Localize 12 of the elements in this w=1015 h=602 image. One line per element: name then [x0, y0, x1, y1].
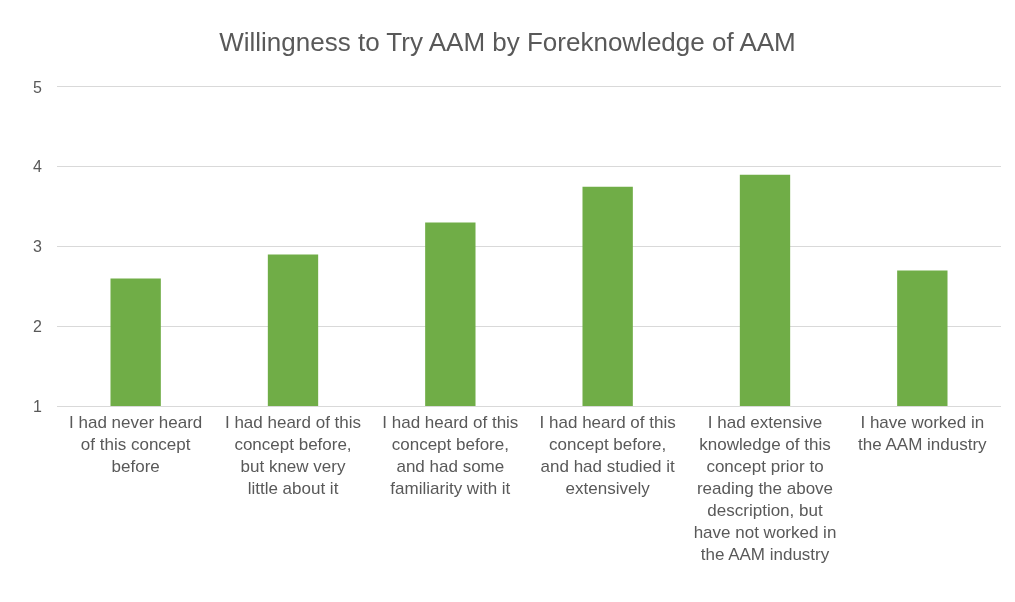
x-tick-label: I had heard of this concept before, and had studied it extensively: [539, 412, 676, 498]
y-tick-label: 3: [33, 238, 43, 256]
x-tick-label: I had never heard of this concept before: [69, 412, 203, 476]
x-tick-label: I had heard of this concept before, and had some familiarity with it: [382, 412, 519, 498]
y-tick-label: 2: [33, 317, 43, 335]
x-tick-label: I have worked in the AAM industry: [858, 412, 988, 454]
chart-title: Willingness to Try AAM by Foreknowledge of AAM: [219, 27, 796, 58]
x-tick-label: I had heard of this concept before, but knew very little about it: [224, 412, 362, 498]
x-tick-label: I had extensive knowledge of this concept prior to reading the above description, but have not worked in the AAM industry: [693, 412, 837, 565]
y-tick-label: 1: [33, 397, 43, 415]
y-tick-label: 4: [33, 158, 43, 176]
y-tick-label: 5: [33, 78, 43, 96]
